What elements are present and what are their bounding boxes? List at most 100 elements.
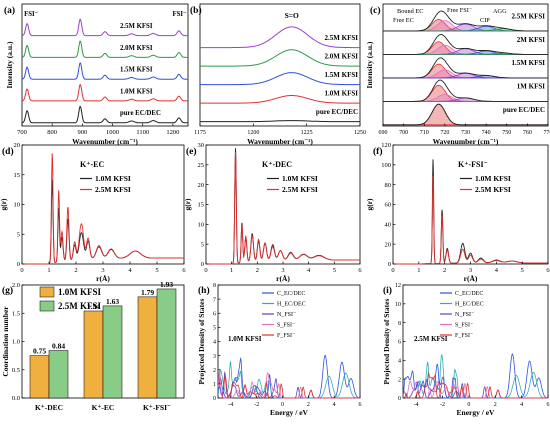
y-tick-label: 60 <box>385 202 392 209</box>
x-tick-label: 800 <box>47 129 57 136</box>
series-line <box>200 49 360 67</box>
series-label: 1.5M KFSI <box>120 67 153 74</box>
series-label: pure EC/DEC <box>503 106 545 114</box>
legend-label: 1.0M KFSI <box>475 174 511 183</box>
legend-label: H_EC/DEC <box>277 302 306 308</box>
bar-value-label: 0.75 <box>33 347 46 356</box>
legend-label: 2.5M KFSI <box>58 301 101 311</box>
legend-label: N_FSI⁻ <box>455 312 474 318</box>
panel-label-b: (b) <box>190 5 202 16</box>
series-label: pure EC/DEC <box>316 108 358 116</box>
y-tick-label: 40 <box>385 222 392 229</box>
panel-title: 1.0M KFSI <box>228 335 262 343</box>
y-axis-label-d: g(r) <box>0 198 8 211</box>
component-peak <box>383 97 548 102</box>
x-tick-label: 740 <box>482 130 491 136</box>
x-tick-label: 900 <box>77 129 87 136</box>
panel-label-i: (i) <box>383 285 392 296</box>
x-tick-label: 1100 <box>136 129 149 136</box>
bar <box>48 350 69 399</box>
bar <box>137 296 158 399</box>
x-tick-label: 5 <box>155 267 158 274</box>
panel-a: pure EC/DEC 1.0M KFSI 1.5M KFSI 2.0M KFSI 2.… <box>17 3 189 136</box>
y-tick-label: 15 <box>14 172 21 179</box>
y-tick-label: 100 <box>381 162 391 169</box>
legend-label: 1.0M KFSI <box>95 174 131 183</box>
y-tick-label: 8 <box>398 321 401 327</box>
series-label: 2.5M KFSI <box>325 34 359 42</box>
y-tick-label: 5 <box>17 231 20 238</box>
y-tick-label: 0 <box>398 396 401 402</box>
legend-swatch <box>39 286 55 298</box>
y-tick-label: 10 <box>198 222 205 229</box>
series-label: 1M KFSI <box>517 83 545 91</box>
series-line <box>21 18 188 37</box>
legend-entry: Free EC <box>393 17 414 24</box>
panel-i: -4 -2 0 2 4 6 0 2 4 6 8 10 12 C_EC/DEC H_EC/DEC N_FSI⁻ S… <box>395 283 550 408</box>
series-line <box>21 105 188 124</box>
y-tick-label: 12 <box>395 283 401 289</box>
x-tick-label: 1200 <box>247 130 259 136</box>
x-tick-label: -4 <box>414 402 419 408</box>
y-tick-label: 1.5 <box>12 310 20 317</box>
y-tick-label: 1 <box>213 382 216 388</box>
legend-label: 1.0M KFSI <box>282 174 318 183</box>
legend-label: N_FSI⁻ <box>277 312 296 318</box>
x-tick-label: 730 <box>461 130 470 136</box>
series-line <box>22 40 188 58</box>
y-tick-label: 0.0 <box>12 395 20 402</box>
x-tick-label: -2 <box>440 402 445 408</box>
x-tick-label: 2 <box>74 267 77 274</box>
x-axis-label-f: r(Å) <box>464 274 478 283</box>
y-tick-label: 30 <box>198 142 205 149</box>
bar <box>29 355 50 399</box>
panel-label-g: (g) <box>2 285 13 296</box>
y-tick-label: 25 <box>198 162 205 169</box>
y-axis-label-i: Projected Density of States <box>382 298 391 384</box>
x-tick-label: 5 <box>521 267 524 274</box>
series-label: 1.5M KFSI <box>325 71 359 79</box>
x-tick-label: 6 <box>358 267 362 274</box>
rdf-line <box>22 153 184 265</box>
series-line <box>200 72 360 86</box>
y-tick-label: 7 <box>213 297 216 303</box>
legend-label: F_FSI⁻ <box>455 333 473 339</box>
x-tick-label: 4 <box>128 267 132 274</box>
bar-value-label: 1.63 <box>106 297 119 306</box>
y-tick-label: 3 <box>213 354 216 360</box>
x-tick-label: 2 <box>307 402 310 408</box>
y-axis-label-e: g(r) <box>183 198 192 211</box>
y-tick-label: 0 <box>201 261 204 268</box>
panel-b: pure EC/DEC 1.0M KFSI 1.5M KFSI 2.0M KFSI 2.… <box>194 3 366 136</box>
x-tick-label: 760 <box>523 130 532 136</box>
series-label: 2.5M KFSI <box>512 12 546 20</box>
y-tick-label: 4 <box>213 340 216 346</box>
series-line <box>200 26 360 49</box>
series-line <box>200 95 360 104</box>
pdos-line <box>403 372 548 399</box>
rdf-line <box>206 152 360 265</box>
y-tick-label: 20 <box>14 142 21 149</box>
x-tick-label: 690 <box>379 130 388 136</box>
annotation-fsi-right: FSI⁻ <box>172 11 187 18</box>
x-tick-label: 3 <box>469 267 472 274</box>
x-tick-label: 1 <box>417 267 420 274</box>
panel-title: K⁺-EC <box>80 160 104 169</box>
series-label: 2M KFSI <box>517 36 545 44</box>
x-axis-label-i: Energy / eV <box>457 408 495 417</box>
x-tick-label: 710 <box>420 130 429 136</box>
x-tick-label: 1175 <box>194 130 206 136</box>
fit-envelope <box>383 10 548 32</box>
legend-entry: CIP <box>480 17 490 24</box>
y-axis-label-h: Projected Density of States <box>197 298 206 384</box>
y-tick-label: 1.0 <box>12 339 20 346</box>
y-tick-label: 5 <box>213 326 216 332</box>
y-tick-label: 10 <box>14 202 21 209</box>
x-tick-label: 4 <box>520 402 523 408</box>
panel-title: 2.5M KFSI <box>414 335 448 343</box>
series-label: 2.0M KFSI <box>325 52 359 60</box>
y-axis-label-c: Intensity (a.u.) <box>365 41 374 88</box>
fit-envelope <box>383 34 548 55</box>
